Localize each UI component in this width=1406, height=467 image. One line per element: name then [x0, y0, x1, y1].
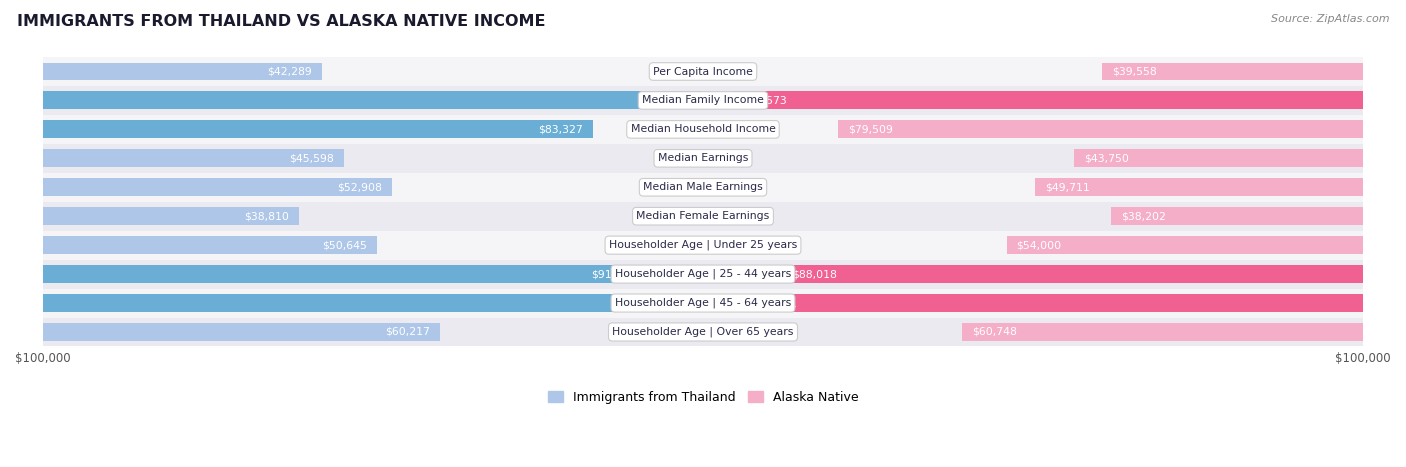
Text: Source: ZipAtlas.com: Source: ZipAtlas.com: [1271, 14, 1389, 24]
Bar: [42, 92, 702, 109]
Bar: [742, 294, 1364, 312]
Text: $83,327: $83,327: [538, 124, 583, 134]
Text: $88,018: $88,018: [792, 269, 837, 279]
Bar: [42, 207, 299, 225]
Text: $45,598: $45,598: [290, 153, 335, 163]
Text: $52,908: $52,908: [337, 182, 382, 192]
Bar: [962, 323, 1364, 341]
Bar: [42, 323, 440, 341]
Bar: [42, 231, 1364, 260]
Text: $43,750: $43,750: [1084, 153, 1129, 163]
Bar: [42, 294, 686, 312]
Bar: [42, 173, 1364, 202]
Text: $38,810: $38,810: [245, 211, 290, 221]
Bar: [1035, 178, 1364, 196]
Bar: [42, 260, 1364, 289]
Text: Median Family Income: Median Family Income: [643, 95, 763, 106]
Bar: [42, 57, 1364, 86]
Bar: [1111, 207, 1364, 225]
Text: $49,711: $49,711: [1045, 182, 1090, 192]
Bar: [1007, 236, 1364, 254]
Text: Median Earnings: Median Earnings: [658, 153, 748, 163]
Bar: [1074, 149, 1364, 167]
Text: IMMIGRANTS FROM THAILAND VS ALASKA NATIVE INCOME: IMMIGRANTS FROM THAILAND VS ALASKA NATIV…: [17, 14, 546, 29]
Text: $42,289: $42,289: [267, 66, 312, 77]
Bar: [1102, 63, 1364, 80]
Text: $60,748: $60,748: [972, 327, 1017, 337]
Bar: [42, 265, 645, 283]
Text: $39,558: $39,558: [1112, 66, 1157, 77]
Bar: [42, 120, 593, 138]
Text: Householder Age | 45 - 64 years: Householder Age | 45 - 64 years: [614, 298, 792, 308]
Text: $38,202: $38,202: [1121, 211, 1166, 221]
Bar: [42, 178, 392, 196]
Text: Median Male Earnings: Median Male Earnings: [643, 182, 763, 192]
Bar: [42, 318, 1364, 347]
Text: Householder Age | Over 65 years: Householder Age | Over 65 years: [612, 327, 794, 337]
Bar: [782, 265, 1364, 283]
Text: Householder Age | Under 25 years: Householder Age | Under 25 years: [609, 240, 797, 250]
Text: Householder Age | 25 - 44 years: Householder Age | 25 - 44 years: [614, 269, 792, 279]
Text: $99,840: $99,840: [647, 95, 692, 106]
Legend: Immigrants from Thailand, Alaska Native: Immigrants from Thailand, Alaska Native: [547, 391, 859, 404]
Bar: [42, 115, 1364, 144]
Text: $93,991: $93,991: [752, 298, 797, 308]
Text: $95,573: $95,573: [742, 95, 787, 106]
Bar: [42, 149, 344, 167]
Bar: [42, 63, 322, 80]
Text: Median Household Income: Median Household Income: [630, 124, 776, 134]
Text: $79,509: $79,509: [848, 124, 893, 134]
Text: $97,400: $97,400: [631, 298, 676, 308]
Bar: [42, 236, 377, 254]
Bar: [733, 92, 1364, 109]
Bar: [42, 144, 1364, 173]
Text: $91,337: $91,337: [591, 269, 636, 279]
Text: $60,217: $60,217: [385, 327, 430, 337]
Text: Median Female Earnings: Median Female Earnings: [637, 211, 769, 221]
Text: Per Capita Income: Per Capita Income: [652, 66, 754, 77]
Bar: [838, 120, 1364, 138]
Bar: [42, 86, 1364, 115]
Text: $50,645: $50,645: [322, 240, 367, 250]
Bar: [42, 202, 1364, 231]
Bar: [42, 289, 1364, 318]
Text: $54,000: $54,000: [1017, 240, 1062, 250]
